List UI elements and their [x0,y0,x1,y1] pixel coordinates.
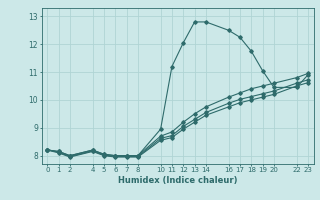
X-axis label: Humidex (Indice chaleur): Humidex (Indice chaleur) [118,176,237,185]
